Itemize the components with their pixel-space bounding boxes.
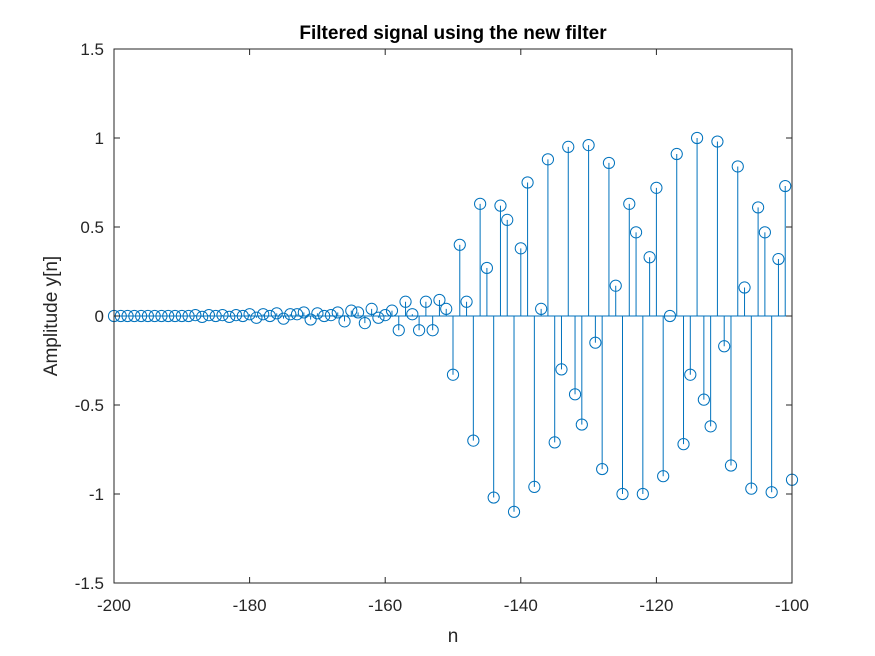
stem-marker <box>731 160 744 173</box>
stem-marker <box>304 313 317 326</box>
stem-marker <box>643 251 656 264</box>
stem-marker <box>392 324 405 337</box>
stem-marker <box>487 491 500 504</box>
stem-marker <box>765 486 778 499</box>
stem-marker <box>460 295 473 308</box>
stem-marker <box>745 482 758 495</box>
stem-marker <box>433 293 446 307</box>
stem-marker <box>684 368 697 381</box>
stem-marker <box>657 470 670 483</box>
stem-marker <box>528 480 541 493</box>
stem-marker <box>548 436 561 449</box>
stem-marker <box>514 242 527 255</box>
stem-marker <box>202 309 216 322</box>
stem-marker <box>467 434 480 447</box>
stem-marker <box>413 324 426 337</box>
stem-marker <box>575 418 588 431</box>
stem-marker <box>257 308 270 321</box>
stem-series <box>107 131 799 518</box>
stem-marker <box>772 252 785 266</box>
stem-marker <box>724 459 738 472</box>
stem-marker <box>277 312 290 325</box>
stem-marker <box>324 309 338 322</box>
stem-marker <box>738 281 751 294</box>
y-tick-label: 1.5 <box>80 40 104 59</box>
stem-marker <box>196 310 209 323</box>
stem-marker <box>372 311 385 324</box>
stem-marker <box>290 308 304 321</box>
stem-marker <box>596 462 609 476</box>
stem-marker <box>358 317 371 330</box>
x-axis-label: n <box>448 626 459 647</box>
stem-marker <box>474 197 487 210</box>
stem-marker <box>535 302 548 315</box>
stem-marker <box>365 302 378 315</box>
stem-marker <box>216 309 229 322</box>
y-tick-label: 0.5 <box>80 218 104 237</box>
stem-marker <box>426 324 439 337</box>
x-tick-label: -120 <box>639 596 673 615</box>
stem-marker <box>480 261 493 275</box>
stem-marker <box>602 156 616 170</box>
stem-marker <box>351 306 365 319</box>
stem-marker <box>419 295 432 308</box>
stem-marker <box>379 309 392 322</box>
stem-marker <box>311 307 324 320</box>
stem-marker <box>541 153 555 166</box>
x-tick-label: -160 <box>368 596 402 615</box>
stem-marker <box>494 199 507 212</box>
stem-marker <box>779 179 792 193</box>
stem-marker <box>704 420 717 433</box>
y-axis: -1.5 -1 -0.5 0 0.5 1 1.5 <box>75 40 792 593</box>
stem-marker <box>568 388 582 401</box>
stem-marker <box>229 309 243 322</box>
stem-marker <box>555 363 568 376</box>
y-tick-label: 0 <box>95 307 104 326</box>
stem-marker <box>399 295 412 308</box>
x-tick-label: -200 <box>97 596 131 615</box>
stem-marker <box>623 197 636 210</box>
stem-marker <box>243 308 256 321</box>
stem-marker <box>250 311 263 324</box>
stem-marker <box>589 336 602 349</box>
chart-title: Filtered signal using the new filter <box>299 23 607 44</box>
stem-marker <box>297 306 310 319</box>
y-tick-label: 1 <box>95 129 104 148</box>
stem-marker <box>562 140 575 153</box>
x-axis: -200 -180 -160 -140 -120 -100 <box>97 49 809 615</box>
stem-marker <box>331 306 344 319</box>
stem-marker <box>718 340 731 353</box>
stem-marker <box>697 393 710 406</box>
stem-marker <box>616 487 629 501</box>
y-tick-label: -0.5 <box>75 396 104 415</box>
stem-marker <box>521 176 534 189</box>
y-axis-label: Amplitude y[n] <box>41 256 62 376</box>
x-tick-label: -140 <box>504 596 538 615</box>
stem-marker <box>582 139 595 152</box>
stem-marker <box>677 438 690 451</box>
stem-marker <box>609 279 622 292</box>
stem-marker <box>670 147 683 161</box>
stem-marker <box>507 505 521 518</box>
stem-marker <box>223 310 236 323</box>
y-tick-label: -1.5 <box>75 574 104 593</box>
stem-marker <box>752 201 765 214</box>
stem-marker <box>758 226 771 239</box>
x-tick-label: -100 <box>775 596 809 615</box>
stem-marker <box>650 181 663 194</box>
stem-marker <box>446 368 460 381</box>
stem-marker <box>636 487 649 501</box>
stem-marker <box>406 308 419 321</box>
x-tick-label: -180 <box>233 596 267 615</box>
stem-marker <box>629 226 643 239</box>
y-tick-label: -1 <box>89 485 104 504</box>
stem-marker <box>284 308 297 321</box>
stem-marker <box>453 238 466 251</box>
stem-marker <box>501 213 514 226</box>
stem-marker <box>189 309 202 322</box>
stem-marker <box>711 135 724 148</box>
stem-marker <box>440 302 453 315</box>
stem-marker <box>690 131 704 145</box>
